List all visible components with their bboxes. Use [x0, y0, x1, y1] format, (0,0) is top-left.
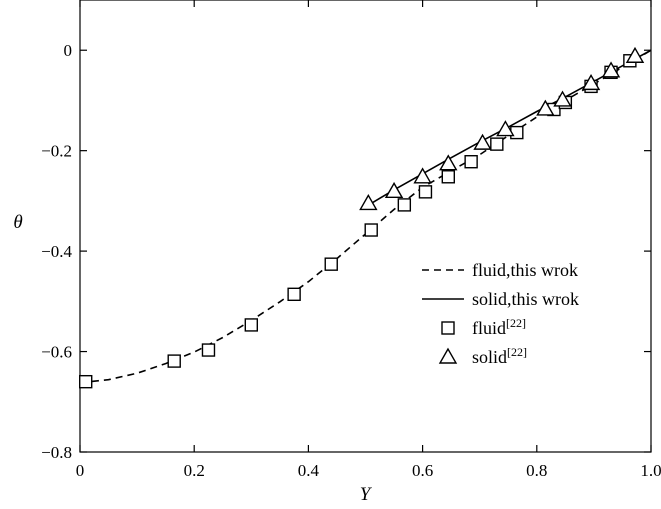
fluid-ref-point	[510, 125, 524, 140]
legend-label: fluid[22]	[472, 316, 526, 338]
solid-ref-point	[496, 120, 515, 137]
solid-ref-point	[413, 167, 432, 184]
solid-ref-point	[473, 133, 492, 150]
solid-ref-point	[536, 99, 555, 116]
fluid-ref-point	[201, 343, 216, 357]
fluid-ref-point	[490, 137, 504, 151]
fluid-ref-point	[287, 287, 301, 302]
fluid-ref-point	[397, 198, 412, 212]
solid-ref-point	[359, 193, 378, 211]
fluid-ref-point	[364, 223, 378, 237]
solid-ref-point	[625, 46, 645, 63]
fluid-ref-point	[324, 257, 338, 271]
x-tick-label: 0.4	[298, 461, 320, 480]
solid-ref-point	[553, 90, 572, 107]
y-tick-label: 0	[64, 41, 73, 60]
solid-ref-point	[581, 73, 601, 91]
x-axis-label: Y	[360, 484, 373, 505]
y-axis-label: θ	[13, 212, 22, 233]
fluid-ref-point	[464, 155, 478, 169]
legend-label: solid[22]	[472, 345, 527, 367]
x-tick-label: 0	[76, 461, 85, 480]
legend-label-text: solid,this wrok	[472, 289, 579, 309]
fluid-ref-point	[441, 170, 455, 184]
fluid-ref-point	[244, 318, 259, 332]
y-tick-label: −0.2	[41, 142, 72, 161]
axis-ticks: 0 0.2 0.4 0.6 0.8 1.0 0 −0.2 −0.4 −0.6 −0.8	[41, 0, 661, 480]
x-tick-label: 1.0	[640, 461, 661, 480]
legend-label: fluid,this wrok	[472, 260, 578, 280]
plot-area-frame	[79, 0, 652, 453]
fluid-ref-point	[167, 354, 181, 368]
legend-label-text: fluid	[472, 318, 506, 338]
x-tick-label: 0.6	[412, 461, 433, 480]
series-layer	[79, 46, 652, 389]
solid-ref-point	[439, 154, 458, 171]
legend-label-text: solid	[472, 347, 507, 367]
legend-label: solid,this wrok	[472, 289, 579, 309]
legend-triangle-symbol	[438, 347, 458, 364]
legend-label-text: fluid,this wrok	[472, 260, 578, 280]
solid-ref-point	[601, 61, 621, 78]
x-tick-label: 0.2	[184, 461, 205, 480]
legend-label-citation: [22]	[507, 345, 527, 359]
x-tick-label: 0.8	[526, 461, 547, 480]
solid-ref-point	[384, 181, 404, 199]
y-tick-label: −0.8	[41, 443, 72, 462]
y-tick-label: −0.4	[41, 242, 72, 261]
y-tick-label: −0.6	[41, 343, 72, 362]
legend-label-citation: [22]	[506, 316, 526, 330]
fluid-ref-point	[418, 185, 433, 199]
fluid-ref-point	[79, 374, 93, 389]
legend-square-symbol	[441, 321, 455, 335]
